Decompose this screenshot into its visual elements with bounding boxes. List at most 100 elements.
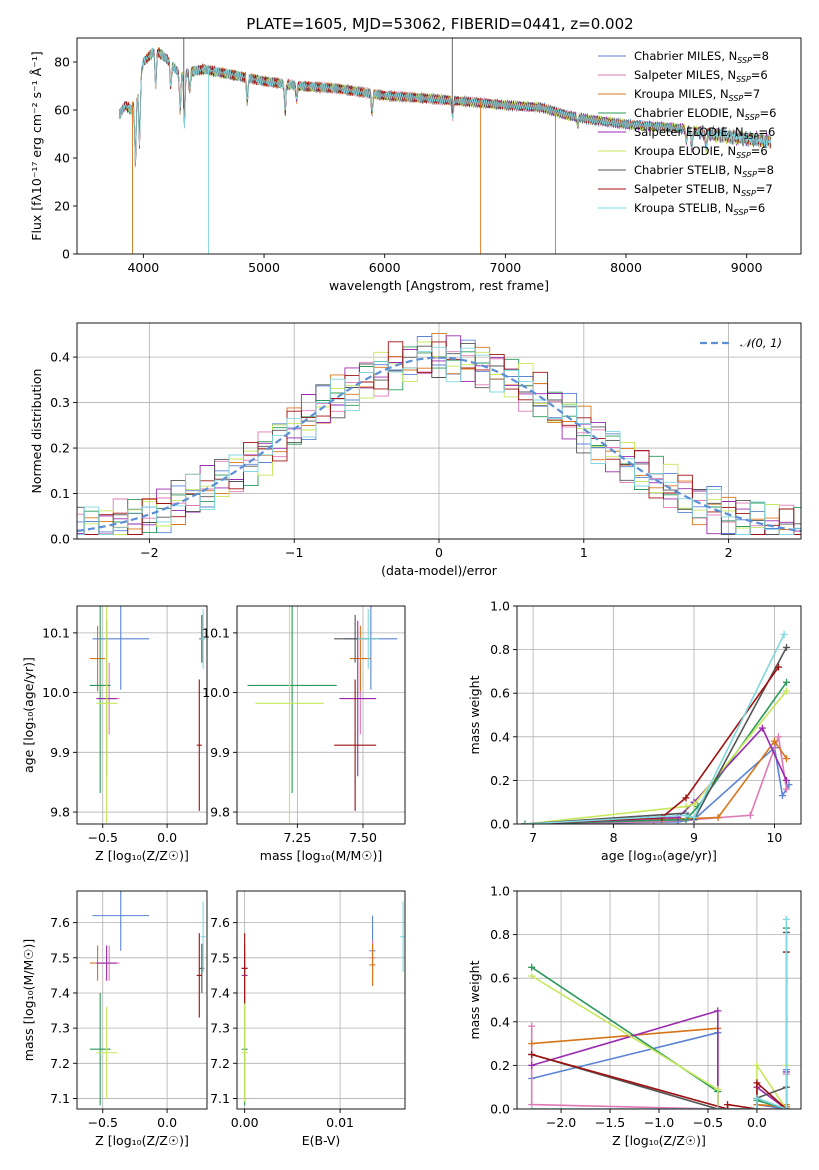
spectrum-ylabel: Flux [fλ10⁻¹⁷ erg cm⁻² s⁻¹ Å⁻¹] xyxy=(29,51,44,240)
mass_vs_Z-ytick-label: 7.5 xyxy=(50,950,70,965)
mass_weight_vs_Z-ytick-label: 0.6 xyxy=(490,971,510,986)
mass_weight_vs_Z-ytick-label: 0.0 xyxy=(490,1102,510,1117)
mass_vs_Z-ytick-label: 7.4 xyxy=(50,985,70,1000)
mass_vs_ebv-points xyxy=(241,901,405,1106)
age_vs_mass-frame xyxy=(236,605,406,825)
legend-entry-salpeter_elodie: Salpeter ELODIE, NSSP=6 xyxy=(634,125,775,141)
legend-entry-kroupa_stelib: Kroupa STELIB, NSSP=6 xyxy=(634,201,765,217)
mass_vs_ebv-ytick-label: 7.6 xyxy=(210,915,230,930)
mass_weight_vs_Z-ytick-label: 1.0 xyxy=(490,884,510,899)
mass_weight_vs_age-xtick-label: 9 xyxy=(690,830,698,845)
age_vs_Z-ytick-label: 9.8 xyxy=(50,805,70,820)
errorbar-salpeter_stelib xyxy=(196,933,202,1018)
legend-entry-kroupa_miles: Kroupa MILES, NSSP=7 xyxy=(634,87,760,103)
mass_vs_ebv-xlabel: E(B-V) xyxy=(302,1133,341,1148)
age_vs_Z-ytick-label: 10.1 xyxy=(42,625,70,640)
mass_weight_vs_Z-ytick-label: 0.8 xyxy=(490,927,510,942)
mass_weight_vs_Z-series xyxy=(528,915,790,1109)
mass_weight_vs_age-ytick-label: 0.6 xyxy=(490,686,510,701)
series-marker-salpeter_miles xyxy=(528,1022,536,1030)
series-marker-kroupa_miles xyxy=(714,813,722,821)
series-marker-kroupa_stelib xyxy=(714,1105,722,1109)
series-marker-salpeter_miles xyxy=(746,811,754,819)
errorbar-kroupa_elodie xyxy=(96,606,117,823)
spectrum-lines xyxy=(118,38,772,254)
spectrum-xlabel: wavelength [Angstrom, rest frame] xyxy=(329,278,549,293)
spectrum-frame xyxy=(76,37,802,255)
series-line-salpeter_miles xyxy=(524,736,788,824)
age_vs_mass-xlabel: mass [log₁₀(M/M☉)] xyxy=(260,848,382,863)
spectrum-xtick-label: 7000 xyxy=(489,260,521,275)
series-marker-salpeter_stelib xyxy=(724,1101,732,1109)
series-marker-kroupa_elodie xyxy=(753,1061,761,1069)
age_vs_mass-xtick-label: 7.50 xyxy=(349,830,377,845)
errorbar-salpeter_stelib xyxy=(241,933,248,1004)
errorbar-salpeter_elodie xyxy=(339,620,377,777)
spectrum-line-kroupa_stelib xyxy=(118,48,772,165)
mass_weight_vs_age-xtick-label: 8 xyxy=(610,830,618,845)
residuals-ytick-label: 0.2 xyxy=(50,441,70,456)
legend-entry-kroupa_elodie: Kroupa ELODIE, NSSP=6 xyxy=(634,144,768,160)
histogram-kroupa_stelib xyxy=(77,346,801,535)
errorbar-kroupa_miles xyxy=(349,625,371,692)
spectrum-ytick-label: 80 xyxy=(54,55,70,70)
series-marker-salpeter_elodie xyxy=(758,724,766,732)
series-marker-chabrier_elodie xyxy=(783,678,791,686)
mass_weight_vs_Z-ytick-label: 0.2 xyxy=(490,1058,510,1073)
mass_weight_vs_Z-xtick-label: −1.0 xyxy=(644,1115,674,1130)
spectrum-ytick-label: 40 xyxy=(54,151,70,166)
mass_vs_Z-ytick-label: 7.2 xyxy=(50,1056,70,1071)
series-marker-salpeter_stelib xyxy=(774,663,782,671)
mass_weight_vs_age-xtick-label: 7 xyxy=(529,830,537,845)
errorbar-chabrier_miles xyxy=(92,891,150,951)
series-marker-chabrier_stelib xyxy=(783,643,791,651)
series-marker-kroupa_elodie xyxy=(783,687,791,695)
series-marker-kroupa_elodie xyxy=(682,803,690,811)
residuals-ylabel: Normed distribution xyxy=(29,369,44,494)
series-marker-kroupa_stelib xyxy=(782,915,790,923)
age_vs_mass-xtick-label: 7.25 xyxy=(283,830,311,845)
mass_weight_vs_Z-xtick-label: −0.5 xyxy=(693,1115,723,1130)
mass_vs_Z-xtick-label: 0.0 xyxy=(157,1115,177,1130)
residual-histograms xyxy=(77,332,801,535)
series-marker-kroupa_stelib xyxy=(753,1094,761,1102)
series-marker-kroupa_stelib xyxy=(690,813,698,821)
mass_vs_Z-xlabel: Z [log₁₀(Z/Z☉)] xyxy=(95,1133,189,1148)
mass_weight_vs_age-ytick-label: 1.0 xyxy=(490,599,510,614)
age_vs_Z-ytick-label: 10.0 xyxy=(42,685,70,700)
mass_vs_ebv-frame xyxy=(236,890,406,1110)
mass_weight_vs_Z-xtick-label: −1.5 xyxy=(595,1115,625,1130)
mass_vs_Z-ytick-label: 7.1 xyxy=(50,1091,70,1106)
normal-curve xyxy=(77,356,801,533)
age_vs_Z-xtick-label: 0.0 xyxy=(157,830,177,845)
age_vs_mass-axes xyxy=(237,606,405,824)
errorbar-chabrier_miles xyxy=(92,606,150,690)
mass_weight_vs_age-xtick-label: 10 xyxy=(766,830,782,845)
mass_weight_vs_Z-xtick-label: 0.0 xyxy=(747,1115,767,1130)
residuals-xtick-label: 0 xyxy=(435,545,443,560)
age_vs_mass-ytick-label: 9.9 xyxy=(210,745,230,760)
residuals-ytick-label: 0.4 xyxy=(50,350,70,365)
errorbar-salpeter_elodie xyxy=(96,945,117,981)
mass_vs_Z-ylabel: mass [log₁₀(M/M☉)] xyxy=(21,939,36,1061)
series-marker-chabrier_miles xyxy=(778,792,786,800)
legend-entry-chabrier_stelib: Chabrier STELIB, NSSP=8 xyxy=(634,163,774,179)
errorbar-salpeter_stelib xyxy=(334,679,377,811)
mass_vs_Z-ytick-label: 7.3 xyxy=(50,1021,70,1036)
spectrum-xtick-label: 4000 xyxy=(127,260,159,275)
series-marker-kroupa_stelib xyxy=(521,820,529,824)
series-marker-salpeter_stelib xyxy=(528,1051,536,1058)
age_vs_Z-xtick-label: −0.5 xyxy=(88,830,118,845)
mass_weight_vs_Z-xlabel: Z [log₁₀(Z/Z☉)] xyxy=(612,1133,706,1148)
series-marker-salpeter_miles xyxy=(783,785,791,793)
residuals-xtick-label: −1 xyxy=(285,545,303,560)
residuals-ytick-label: 0.0 xyxy=(50,532,70,547)
mass_vs_Z-axes xyxy=(77,891,207,1109)
errorbar-kroupa_elodie xyxy=(96,1007,117,1099)
mass_vs_Z-ytick-label: 7.6 xyxy=(50,915,70,930)
age_vs_Z-points xyxy=(89,606,206,823)
mass_weight_vs_age-xlabel: age [log₁₀(age/yr)] xyxy=(601,848,717,863)
mass_vs_ebv-ytick-label: 7.3 xyxy=(210,1021,230,1036)
errorbar-kroupa_elodie xyxy=(241,1003,248,1102)
